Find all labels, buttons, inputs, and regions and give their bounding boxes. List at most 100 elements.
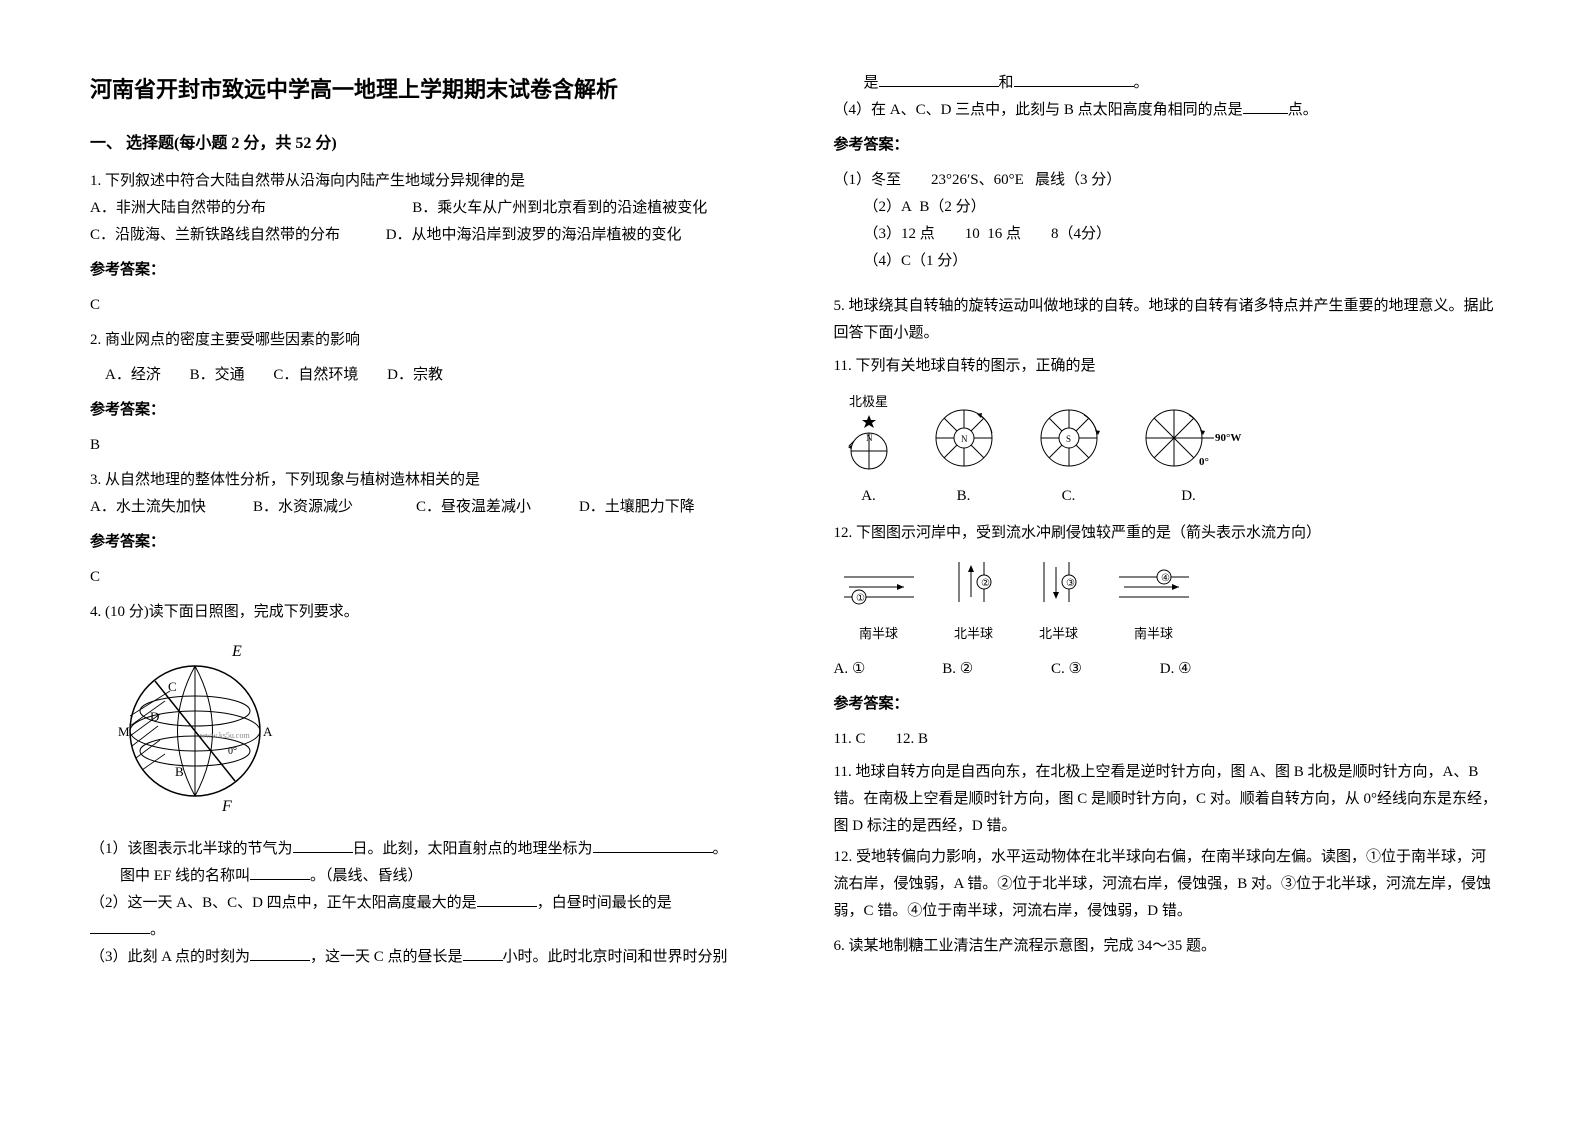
q4-a2: （2）A B（2 分） <box>834 194 1498 221</box>
q3-options: A．水土流失加快 B．水资源减少 C．昼夜温差减小 D．土壤肥力下降 <box>90 494 754 521</box>
q4-sub1e: 。（晨线、昏线） <box>310 868 423 884</box>
label-M: M <box>118 724 130 739</box>
svg-text:N: N <box>866 433 873 443</box>
svg-text:②: ② <box>981 578 990 589</box>
label-zero: 0° <box>228 746 237 757</box>
q12-B: B. ② <box>942 656 1022 683</box>
q4-sub1-line2: 图中 EF 线的名称叫。（晨线、昏线） <box>90 863 754 890</box>
q5-exp11: 11. 地球自转方向是自西向东，在北极上空看是逆时针方向，图 A、图 B 北极是… <box>834 759 1498 840</box>
q12-l2: 北半球 <box>939 622 1009 645</box>
q2-answer-label: 参考答案： <box>90 397 754 424</box>
q2-answer: B <box>90 432 754 459</box>
q11-diagrams: 北极星 N A. N <box>834 390 1498 510</box>
q1-optC: C．沿陇海、兰新铁路线自然带的分布 <box>90 222 382 249</box>
q1-optB: B．乘火车从广州到北京看到的沿途植被变化 <box>412 200 707 216</box>
q11-diag-C: S C. <box>1024 403 1114 510</box>
q4-sub4: （4）在 A、C、D 三点中，此刻与 B 点太阳高度角相同的点是 点。 <box>834 97 1498 124</box>
q11-label-B: B. <box>919 483 1009 510</box>
q1-options-row1: A．非洲大陆自然带的分布 B．乘火车从广州到北京看到的沿途植被变化 <box>90 195 754 222</box>
river-icon-3: ③ <box>1024 557 1094 612</box>
earth-icon-B: N <box>919 403 1009 473</box>
q4-sub4b: 点。 <box>1288 102 1318 118</box>
q4-sub1c: 。 <box>713 841 728 857</box>
q2-options: A．经济 B．交通 C．自然环境 D．宗教 <box>90 362 754 389</box>
q4-sub3a: （3）此刻 A 点的时刻为 <box>90 949 250 965</box>
blank <box>1014 71 1134 87</box>
q4-sub3b: ，这一天 C 点的昼长是 <box>310 949 463 965</box>
label-F: F <box>221 798 232 815</box>
q4-diagram: E F M A C D B 0° www.ks5u.com <box>110 636 754 826</box>
river-icon-1: ① <box>834 562 924 612</box>
q12-l4: 南半球 <box>1109 622 1199 645</box>
q1-answer: C <box>90 292 754 319</box>
q11-label-C: C. <box>1024 483 1114 510</box>
q3-optC: C．昼夜温差减小 <box>416 494 575 521</box>
q4-sca: 是 <box>864 75 879 91</box>
q4-sub3c: 小时。此时北京时间和世界时分别 <box>503 949 728 965</box>
blank <box>1243 98 1288 114</box>
q2-optB: B．交通 <box>190 367 245 383</box>
question-6: 6. 读某地制糖工业清洁生产流程示意图，完成 34～35 题。 <box>834 933 1498 960</box>
q4-a4: （4）C（1 分） <box>834 248 1498 275</box>
globe-svg: E F M A C D B 0° www.ks5u.com <box>110 636 280 816</box>
svg-text:④: ④ <box>1161 573 1170 584</box>
blank <box>593 837 713 853</box>
q3-answer: C <box>90 564 754 591</box>
q12-D: D. ④ <box>1160 661 1192 677</box>
q2-optD: D．宗教 <box>387 367 443 383</box>
q4-sub2: （2）这一天 A、B、C、D 四点中，正午太阳高度最大的是，白昼时间最长的是 <box>90 890 754 917</box>
q12-options: A. ① B. ② C. ③ D. ④ <box>834 656 1498 683</box>
exam-title: 河南省开封市致远中学高一地理上学期期末试卷含解析 <box>90 70 754 110</box>
question-1: 1. 下列叙述中符合大陆自然带从沿海向内陆产生地域分异规律的是 A．非洲大陆自然… <box>90 168 754 249</box>
q4-sub1b: 日。此刻，太阳直射点的地理坐标为 <box>353 841 593 857</box>
blank <box>477 891 537 907</box>
earth-icon-D: 90°W 0° <box>1129 403 1249 473</box>
question-3: 3. 从自然地理的整体性分析，下列现象与植树造林相关的是 A．水土流失加快 B．… <box>90 467 754 521</box>
q2-optC: C．自然环境 <box>273 367 358 383</box>
q4-sub3: （3）此刻 A 点的时刻为 ，这一天 C 点的昼长是 小时。此时北京时间和世界时分别 <box>90 944 754 971</box>
q12-C: C. ③ <box>1051 656 1131 683</box>
river-icon-4: ④ <box>1109 562 1199 612</box>
q4-sub4a: （4）在 A、C、D 三点中，此刻与 B 点太阳高度角相同的点是 <box>834 102 1243 118</box>
q4-answers: （1）冬至 23°26′S、60°E 晨线（3 分） （2）A B（2 分） （… <box>834 167 1498 275</box>
q4-a1: （1）冬至 23°26′S、60°E 晨线（3 分） <box>834 167 1498 194</box>
q1-optD: D．从地中海沿岸到波罗的海沿岸植被的变化 <box>386 227 682 243</box>
left-column: 河南省开封市致远中学高一地理上学期期末试卷含解析 一、 选择题(每小题 2 分，… <box>90 70 754 979</box>
svg-text:N: N <box>961 434 968 444</box>
watermark: www.ks5u.com <box>200 731 250 740</box>
q4-sub1: （1）该图表示北半球的节气为 日。此刻，太阳直射点的地理坐标为 。 <box>90 836 754 863</box>
q4-scc: 。 <box>1134 75 1149 91</box>
question-4: 4. (10 分)读下面日照图，完成下列要求。 <box>90 599 754 971</box>
blank <box>250 864 310 880</box>
blank <box>463 945 503 961</box>
q4-sub1a: （1）该图表示北半球的节气为 <box>90 841 293 857</box>
blank <box>293 837 353 853</box>
earth-icon-C: S <box>1024 403 1114 473</box>
q11-diag-B: N B. <box>919 403 1009 510</box>
q11-diag-D: 90°W 0° D. <box>1129 403 1249 510</box>
q5-ans-line1: 11. C 12. B <box>834 726 1498 753</box>
blank <box>90 918 150 934</box>
q12-A: A. ① <box>834 656 914 683</box>
label-E: E <box>231 643 242 660</box>
label-D: D <box>150 709 159 724</box>
q3-stem: 3. 从自然地理的整体性分析，下列现象与植树造林相关的是 <box>90 467 754 494</box>
q12-d3: ③ 北半球 <box>1024 557 1094 645</box>
svg-text:①: ① <box>856 593 865 604</box>
q12-d1: ① 南半球 <box>834 562 924 645</box>
river-icon-2: ② <box>939 557 1009 612</box>
q5-q11: 11. 下列有关地球自转的图示，正确的是 <box>834 353 1498 380</box>
q12-l1: 南半球 <box>834 622 924 645</box>
q1-stem: 1. 下列叙述中符合大陆自然带从沿海向内陆产生地域分异规律的是 <box>90 168 754 195</box>
q11-diag-A: 北极星 N A. <box>834 390 904 510</box>
earth-icon-A: N <box>834 413 904 473</box>
q3-optA: A．水土流失加快 <box>90 494 249 521</box>
label-A: A <box>263 724 273 739</box>
question-5: 5. 地球绕其自转轴的旋转运动叫做地球的自转。地球的自转有诸多特点并产生重要的地… <box>834 293 1498 683</box>
q5-q12: 12. 下图图示河岸中，受到流水冲刷侵蚀较严重的是（箭头表示水流方向） <box>834 520 1498 547</box>
svg-text:S: S <box>1066 434 1071 444</box>
q11-label-D: D. <box>1129 483 1249 510</box>
q3-answer-label: 参考答案： <box>90 529 754 556</box>
section-header: 一、 选择题(每小题 2 分，共 52 分) <box>90 130 754 159</box>
q4-sub2c: 。 <box>150 922 165 938</box>
